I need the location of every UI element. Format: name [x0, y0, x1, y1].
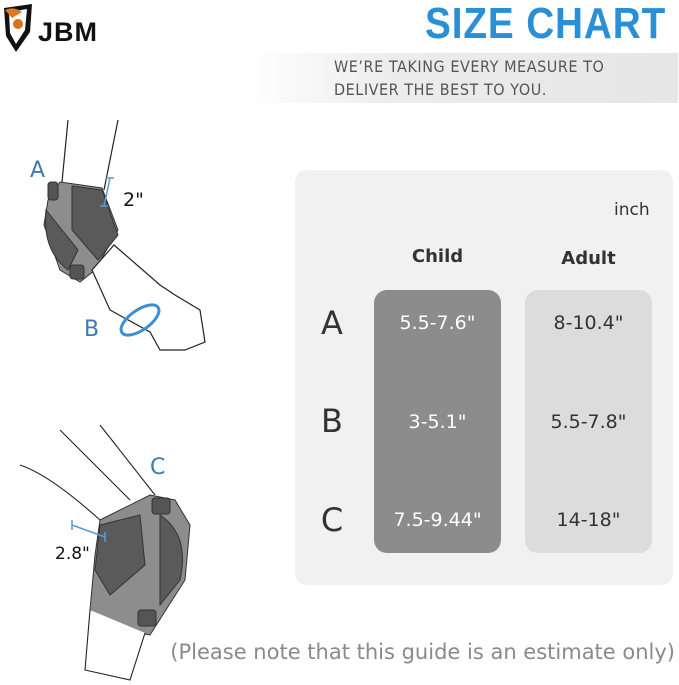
elbow-label-b: B — [84, 317, 100, 342]
cell-a-child: 5.5-7.6" — [399, 312, 476, 334]
brand-logo-text: JBM — [38, 17, 99, 47]
column-header-adult: Adult — [561, 248, 616, 269]
tagline-line-1: WE’RE TAKING EVERY MEASURE TO — [334, 57, 605, 76]
cell-c-child: 7.5-9.44" — [393, 509, 482, 531]
row-label-c: C — [320, 501, 344, 539]
row-label-a: A — [321, 304, 343, 342]
child-column — [374, 290, 501, 553]
elbow-width-label: 2" — [123, 189, 144, 211]
tagline-banner — [245, 53, 678, 103]
knee-label-c: C — [150, 455, 166, 480]
cell-b-adult: 5.5-7.8" — [550, 411, 627, 433]
column-header-child: Child — [411, 246, 464, 267]
adult-column — [525, 290, 652, 553]
elbow-brace-illustration — [43, 119, 206, 351]
estimate-note: (Please note that this guide is an estim… — [170, 640, 675, 664]
tagline-line-2: DELIVER THE BEST TO YOU. — [334, 80, 547, 99]
page-title: SIZE CHART — [425, 0, 667, 48]
unit-label: inch — [614, 200, 650, 220]
knee-width-label: 2.8" — [55, 544, 90, 564]
jbm-shield-logo-icon — [4, 4, 32, 52]
row-label-b: B — [321, 402, 343, 440]
elbow-label-a: A — [30, 158, 46, 183]
knee-brace-illustration — [19, 424, 191, 681]
cell-b-child: 3-5.1" — [408, 411, 467, 433]
cell-a-adult: 8-10.4" — [553, 312, 624, 334]
cell-c-adult: 14-18" — [556, 509, 621, 531]
